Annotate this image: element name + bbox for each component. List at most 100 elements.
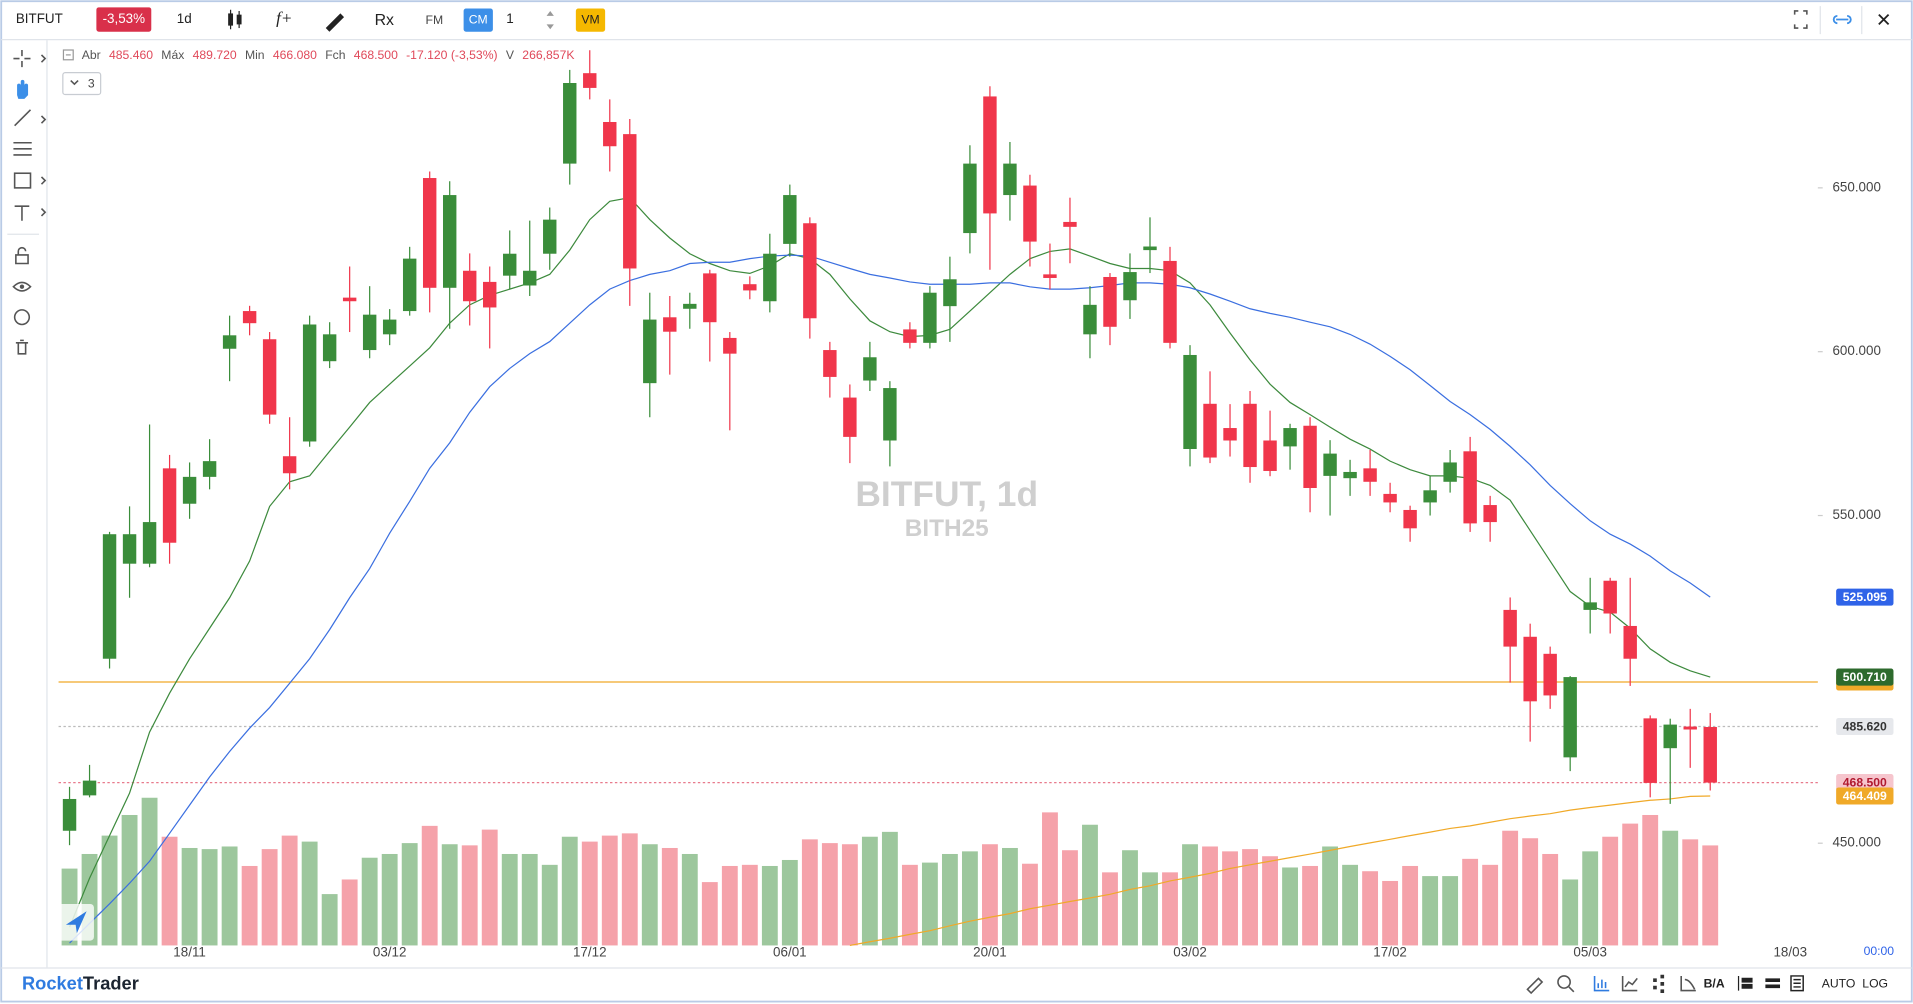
x-tick-label: 17/02: [1373, 944, 1407, 959]
ohlc-legend: Abr 485.460 Máx 489.720 Min 466.080 Fch …: [82, 48, 575, 62]
volume-bar: [1242, 849, 1258, 946]
indicator-toggle[interactable]: [1621, 975, 1638, 992]
quantity-stepper[interactable]: [546, 10, 554, 30]
volume-bar: [1462, 858, 1479, 946]
volume-bar: [1382, 880, 1399, 946]
volume-bar: [841, 844, 858, 946]
volume-bar: [1162, 872, 1178, 946]
volume-toggle[interactable]: [1593, 975, 1610, 992]
quantity[interactable]: 1: [506, 11, 513, 26]
candle-body: [382, 319, 397, 335]
candle-body: [1183, 354, 1197, 450]
lock-tool[interactable]: [15, 246, 29, 265]
volume-bar: [1522, 838, 1539, 946]
volume-bar: [1222, 851, 1238, 946]
scale-toggle[interactable]: [1680, 975, 1696, 992]
volume-bar: [1562, 879, 1579, 946]
candle-body: [823, 350, 837, 377]
brand-part: Trader: [83, 972, 139, 993]
link-icon[interactable]: [1832, 14, 1852, 25]
formula-button[interactable]: f+: [276, 8, 292, 27]
fullscreen-icon[interactable]: [1793, 10, 1808, 29]
candle-body: [983, 96, 997, 214]
footer: RocketTrader B/A AUTO LOG: [1, 967, 1912, 995]
candle-body: [1003, 163, 1017, 196]
volume-bar: [1682, 839, 1699, 946]
text-tool[interactable]: [14, 205, 30, 221]
zoom-icon[interactable]: [1557, 975, 1571, 989]
candle-body: [703, 273, 717, 323]
volume-bar: [1122, 850, 1138, 946]
watermark-subtitle: BITH25: [905, 515, 989, 542]
candle-body: [1303, 425, 1317, 489]
visibility-tool[interactable]: [12, 281, 32, 292]
fm-button[interactable]: FM: [426, 13, 444, 27]
crosshair-tool[interactable]: [13, 50, 31, 68]
vm-badge[interactable]: [575, 8, 606, 32]
navigator-button[interactable]: [57, 903, 94, 941]
auto-scale[interactable]: AUTO: [1822, 977, 1856, 991]
volume-bar: [821, 843, 838, 946]
volume-bar: [1622, 823, 1639, 946]
candle-body: [302, 324, 317, 442]
time-label: 00:00: [1864, 944, 1895, 958]
volume-bar: [421, 825, 438, 946]
fib-tool[interactable]: [13, 141, 32, 156]
ruler-icon[interactable]: [1526, 977, 1544, 995]
y-tick-label: 550.000: [1832, 507, 1880, 522]
candle-body: [122, 534, 137, 564]
candle-body: [663, 317, 677, 332]
tool-expanders[interactable]: [40, 54, 47, 217]
candle-body: [1283, 428, 1297, 447]
book-toggle[interactable]: [1737, 975, 1753, 991]
positions-toggle[interactable]: [1790, 975, 1804, 992]
log-scale[interactable]: LOG: [1862, 977, 1888, 991]
orders-toggle[interactable]: [1765, 978, 1781, 989]
volume-bar: [1502, 830, 1519, 946]
candle-body: [422, 178, 437, 288]
candle-body: [723, 337, 737, 354]
rx-button[interactable]: Rx: [375, 12, 394, 29]
help-tool[interactable]: [13, 309, 31, 326]
volume-bar: [981, 844, 998, 946]
x-tick-label: 18/11: [173, 944, 206, 959]
volume-bar: [1422, 876, 1439, 946]
legend-value: 485.460: [109, 48, 153, 62]
candle-type-icon[interactable]: [228, 9, 242, 30]
brand-part: Rocket: [22, 972, 83, 993]
candle-body: [683, 303, 697, 309]
price-label-box: [1836, 668, 1894, 686]
cm-badge[interactable]: [463, 8, 493, 32]
cm-text: CM: [469, 12, 488, 26]
volume-bar: [1362, 871, 1379, 946]
volume-bar: [381, 853, 398, 946]
candle-body: [222, 335, 237, 349]
volume-bar: [1302, 865, 1318, 946]
volume-bar: [1582, 851, 1599, 946]
candle-body: [142, 522, 157, 564]
volume-bar: [301, 841, 318, 946]
delete-tool[interactable]: [15, 339, 29, 355]
indicators-toggle[interactable]: [62, 71, 102, 96]
axis-layer: 450.000 550.000 600.000 650.000 18/11 03/12 17…: [173, 179, 1894, 959]
interval[interactable]: 1d: [177, 11, 192, 26]
candle-body: [1643, 718, 1657, 783]
grid-toggle[interactable]: [1653, 974, 1665, 994]
symbol[interactable]: BITFUT: [16, 11, 63, 26]
candle-body: [1603, 580, 1617, 614]
candle-body: [1383, 493, 1397, 503]
legend-label: Min: [245, 48, 265, 62]
bid-ask-toggle[interactable]: B/A: [1704, 977, 1725, 991]
shape-tool[interactable]: [13, 172, 32, 189]
close-icon[interactable]: [1878, 13, 1890, 26]
line-tool[interactable]: [14, 109, 32, 127]
candle-body: [503, 253, 517, 276]
pan-tool[interactable]: [17, 79, 29, 99]
volume-bar: [401, 843, 418, 946]
volume-bar: [361, 857, 378, 946]
volume-bar: [581, 841, 598, 946]
collapse-box[interactable]: [62, 49, 74, 61]
draw-icon[interactable]: [325, 13, 345, 32]
candle-body: [563, 83, 577, 164]
